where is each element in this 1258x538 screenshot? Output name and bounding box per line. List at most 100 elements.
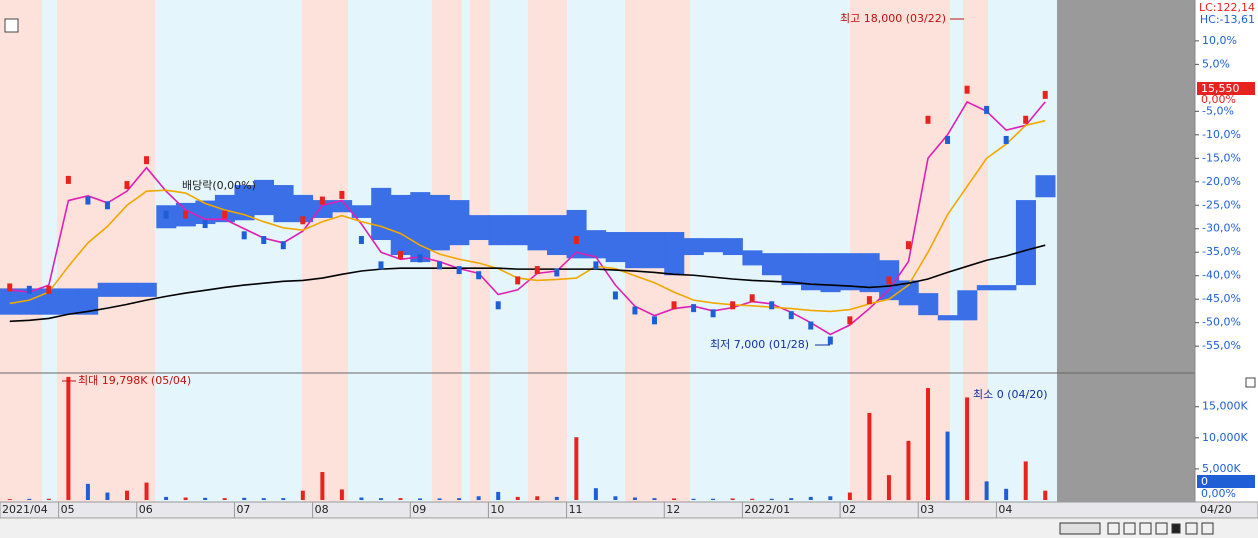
price-candle (144, 156, 150, 165)
price-candle (905, 241, 911, 250)
cloud (664, 232, 685, 276)
volume-bar (828, 496, 833, 500)
price-candle (847, 316, 853, 325)
cloud (410, 192, 431, 263)
cloud (39, 288, 60, 315)
price-candle (46, 285, 52, 294)
price-candle (964, 85, 970, 94)
dividend-annotation: 배당락(0,00%) (182, 179, 256, 192)
cloud (253, 179, 275, 216)
band-pink (0, 0, 42, 502)
volume-bar (144, 482, 149, 500)
cloud (19, 288, 40, 315)
cloud (136, 282, 157, 297)
cloud (117, 282, 138, 297)
volume-bar (867, 412, 872, 500)
end-date-label: 04/20 (1200, 503, 1232, 516)
cloud (918, 293, 939, 316)
cloud (996, 285, 1017, 291)
volume-bar (789, 498, 794, 500)
base-price-label: 15,550 (1201, 82, 1240, 95)
x-tick-label: 11 (569, 503, 583, 516)
high-annotation: 최고 18,000 (03/22) (840, 12, 946, 25)
price-candle (495, 301, 501, 310)
price-candle (65, 175, 71, 184)
cloud (1015, 200, 1036, 286)
price-candle (339, 190, 345, 199)
settings-icon[interactable] (4, 18, 19, 33)
price-candle (280, 241, 286, 250)
cloud (722, 238, 743, 256)
price-candle (691, 304, 697, 313)
price-candle (222, 210, 228, 219)
base-price-box (1197, 82, 1255, 95)
y-tick-label: -50,0% (1202, 316, 1241, 329)
volume-bar (418, 498, 423, 500)
lc-label: LC:122,14 (1199, 1, 1255, 14)
price-candle (183, 210, 189, 219)
cloud (234, 185, 255, 221)
cloud (429, 194, 450, 251)
ma-line (9, 100, 1046, 336)
y-tick-label: -45,0% (1202, 292, 1241, 305)
low-annotation: 최저 7,000 (01/28) (710, 338, 809, 351)
x-tick-label: 08 (315, 503, 329, 516)
cloud (0, 288, 21, 315)
price-candle (573, 236, 579, 245)
cloud (390, 194, 411, 256)
volume-bar (711, 498, 716, 500)
volume-bar (183, 497, 188, 500)
price-candle (749, 294, 755, 303)
cloud (566, 209, 587, 259)
volume-bar (203, 497, 208, 500)
volume-bar (496, 491, 501, 500)
cloud (703, 238, 724, 253)
y-tick-label: -25,0% (1202, 198, 1241, 211)
cloud (625, 232, 646, 269)
volume-bar (7, 499, 12, 500)
volume-bar (672, 498, 677, 500)
x-tick-label: 07 (236, 503, 250, 516)
volume-bar (574, 437, 579, 500)
future-area (1057, 0, 1195, 502)
price-candle (593, 261, 599, 270)
price-candle (261, 236, 267, 245)
volume-bar (359, 497, 364, 500)
price-candle (827, 336, 833, 345)
price-candle (124, 181, 130, 190)
volume-bar (730, 498, 735, 500)
volume-bar (242, 497, 247, 500)
price-candle (886, 276, 892, 285)
close-panel[interactable] (1245, 377, 1256, 388)
volume-bar (965, 397, 970, 500)
price-candle (866, 296, 872, 305)
last-volume-pct: 0,00% (1201, 487, 1236, 500)
cloud (351, 205, 372, 218)
ma-line (9, 119, 1046, 313)
y-tick-label: -55,0% (1202, 339, 1241, 352)
x-tick-label: 2021/04 (2, 503, 48, 516)
price-candle (515, 276, 521, 285)
price-candle (319, 196, 325, 205)
volume-bar (437, 498, 442, 500)
band-pink (470, 0, 490, 502)
cloud (58, 288, 79, 315)
cloud (683, 238, 704, 256)
volume-bar (457, 498, 462, 500)
volume-bar (27, 498, 32, 500)
cloud (468, 215, 489, 241)
price-candle (1003, 135, 1009, 144)
band-pink (850, 0, 950, 502)
volume-bar (945, 431, 950, 500)
price-candle (769, 301, 775, 310)
last-volume-box (1197, 475, 1255, 488)
y-tick-label: -40,0% (1202, 269, 1241, 282)
volume-bar (320, 472, 325, 500)
volume-bar (613, 496, 618, 500)
price-candle (534, 266, 540, 275)
cloud (801, 253, 822, 291)
price-candle (632, 306, 638, 315)
volume-bar (847, 492, 852, 500)
price-candle (104, 201, 110, 210)
y-tick-label: -35,0% (1202, 245, 1241, 258)
